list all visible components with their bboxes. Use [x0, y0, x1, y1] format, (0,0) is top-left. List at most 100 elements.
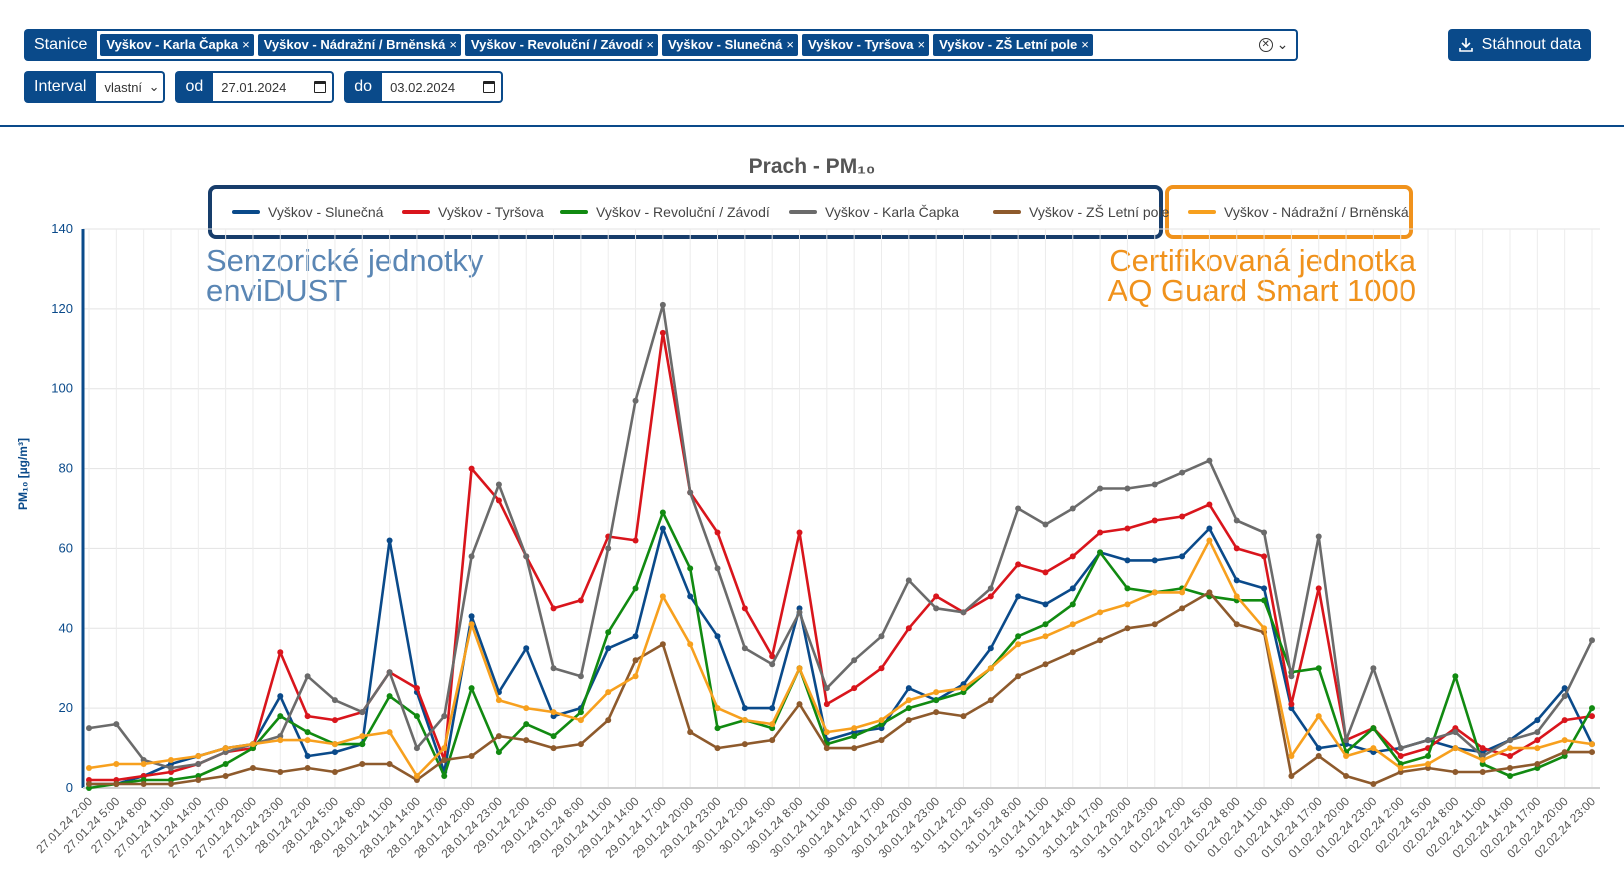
data-point [386, 693, 393, 700]
clear-all-icon[interactable]: ✕ [1258, 37, 1273, 52]
chip-remove-icon[interactable]: × [786, 37, 794, 52]
data-point [905, 717, 912, 724]
y-tick-label: 140 [51, 221, 73, 236]
station-chip[interactable]: Vyškov - ZŠ Letní pole × [933, 34, 1093, 56]
chip-remove-icon[interactable]: × [917, 37, 926, 52]
data-point [687, 565, 694, 572]
data-point [331, 749, 338, 756]
data-point [441, 773, 448, 780]
data-point [277, 649, 284, 656]
calendar-icon[interactable] [314, 81, 327, 93]
data-point [468, 685, 475, 692]
interval-label: Interval [24, 71, 97, 103]
interval-select[interactable]: vlastní ⌄ [96, 71, 166, 103]
data-point [1179, 553, 1186, 560]
data-point [1315, 533, 1322, 540]
multiselect-controls: ✕ ⌄ [1258, 36, 1289, 53]
data-point [331, 769, 338, 776]
data-point [1452, 745, 1459, 752]
station-chip-label: Vyškov - Slunečná [667, 37, 783, 52]
data-point [1534, 745, 1541, 752]
legend-item[interactable]: Vyškov - Tyršova [402, 204, 544, 220]
to-date-input[interactable]: 03.02.2024 [382, 71, 504, 103]
chevron-down-icon[interactable]: ⌄ [1276, 36, 1289, 52]
station-multiselect[interactable]: Vyškov - Karla Čapka × Vyškov - Nádražní … [97, 29, 1299, 61]
data-point [605, 545, 612, 552]
data-point [823, 729, 830, 736]
data-point [1370, 781, 1377, 788]
data-point [1206, 525, 1213, 532]
data-point [195, 753, 202, 760]
data-point [441, 713, 448, 720]
data-point [1561, 685, 1568, 692]
data-point [523, 721, 530, 728]
legend-item[interactable]: Vyškov - Nádražní / Brněnská [1188, 204, 1409, 220]
station-chip[interactable]: Vyškov - Tyršova × [801, 34, 930, 56]
data-point [987, 645, 994, 652]
data-point [222, 773, 229, 780]
data-point [113, 761, 120, 768]
data-point [1206, 589, 1213, 596]
chip-remove-icon[interactable]: × [449, 37, 457, 52]
data-point [550, 605, 557, 612]
station-chip[interactable]: Vyškov - Karla Čapka × [100, 34, 254, 56]
station-chip-label: Vyškov - Tyršova [807, 37, 914, 52]
legend-item[interactable]: Vyškov - Karla Čapka [789, 204, 959, 220]
series-line [88, 303, 1594, 770]
data-point [550, 665, 557, 672]
station-chip[interactable]: Vyškov - Slunečná × [661, 34, 798, 56]
data-point [1015, 641, 1022, 648]
data-point [1124, 485, 1131, 492]
data-point [741, 605, 748, 612]
data-point [1397, 753, 1404, 760]
data-point [1233, 593, 1240, 600]
interval-value: vlastní [104, 79, 143, 95]
legend-item[interactable]: Vyškov - ZŠ Letní pole [993, 204, 1169, 220]
certified-annotation-line2: AQ Guard Smart 1000 [1107, 273, 1416, 308]
data-point [1179, 469, 1186, 476]
data-point [468, 465, 475, 472]
calendar-icon[interactable] [483, 81, 496, 93]
legend-swatch [560, 210, 588, 214]
data-point [523, 705, 530, 712]
chip-remove-icon[interactable]: × [242, 37, 250, 52]
chip-remove-icon[interactable]: × [646, 37, 654, 52]
data-point [1097, 485, 1104, 492]
data-point [1069, 585, 1076, 592]
data-point [687, 593, 694, 600]
station-chip[interactable]: Vyškov - Revoluční / Závodí × [464, 34, 658, 56]
to-date-value: 03.02.2024 [390, 79, 456, 95]
download-data-button[interactable]: Stáhnout data [1448, 29, 1591, 61]
data-point [495, 481, 502, 488]
station-chip-label: Vyškov - Revoluční / Závodí [470, 37, 643, 52]
data-point [1151, 589, 1158, 596]
data-point [1151, 481, 1158, 488]
data-point [1015, 561, 1022, 568]
data-point [605, 717, 612, 724]
data-point [1479, 769, 1486, 776]
data-point [960, 685, 967, 692]
data-point [1233, 621, 1240, 628]
data-point [1288, 673, 1295, 680]
legend-item[interactable]: Vyškov - Slunečná [232, 204, 383, 220]
legend-label: Vyškov - Karla Čapka [825, 204, 960, 220]
chip-remove-icon[interactable]: × [1081, 37, 1089, 52]
data-point [550, 709, 557, 716]
from-label: od [175, 71, 214, 103]
data-point [386, 669, 393, 676]
data-point [741, 705, 748, 712]
station-chip-label: Vyškov - ZŠ Letní pole [939, 37, 1078, 52]
station-chip[interactable]: Vyškov - Nádražní / Brněnská × [257, 34, 461, 56]
data-point [1015, 505, 1022, 512]
data-point [523, 737, 530, 744]
data-point [167, 781, 174, 788]
station-chip-label: Vyškov - Karla Čapka [106, 37, 239, 52]
legend-swatch [232, 210, 260, 214]
legend-item[interactable]: Vyškov - Revoluční / Závodí [560, 204, 770, 220]
data-point [796, 665, 803, 672]
data-point [386, 729, 393, 736]
from-date-input[interactable]: 27.01.2024 [213, 71, 335, 103]
data-point [331, 741, 338, 748]
data-point [1097, 637, 1104, 644]
data-point [741, 645, 748, 652]
